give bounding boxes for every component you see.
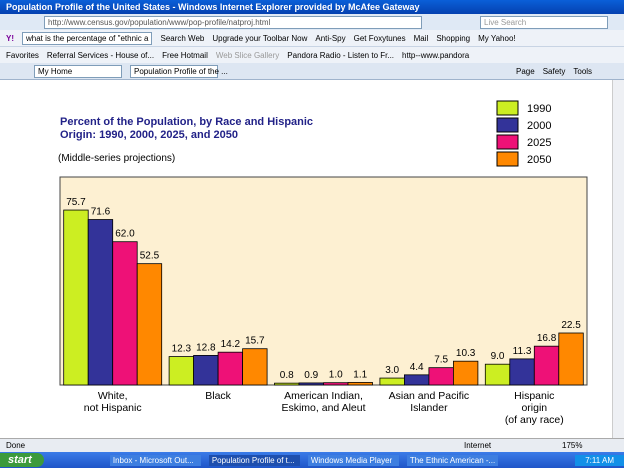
legend-label: 2050 <box>527 154 551 166</box>
value-label: 71.6 <box>91 207 111 218</box>
bar <box>87 219 114 386</box>
task[interactable]: Population Profile of t... <box>208 454 300 466</box>
favorite[interactable]: http--www.pandora <box>402 50 470 60</box>
toolbar-item[interactable]: My Yahoo! <box>478 33 516 43</box>
window-title: Population Profile of the United States … <box>6 2 420 12</box>
x-tick-label: American Indian, Eskimo, and Aleut <box>281 390 365 414</box>
toolbar-item[interactable]: Shopping <box>436 33 471 43</box>
toolbar-item[interactable]: Get Foxytunes <box>353 33 406 43</box>
chart-subtitle: (Middle-series projections) <box>58 153 175 164</box>
value-label: 16.8 <box>537 333 557 344</box>
toolbar: Y! what is the percentage of "ethnic a S… <box>0 30 624 47</box>
taskbar: start Inbox - Microsoft Out... Populatio… <box>0 452 624 468</box>
zone: Internet <box>464 441 492 450</box>
status-text: Done <box>6 441 26 450</box>
value-label: 22.5 <box>561 320 581 331</box>
bar <box>63 209 89 386</box>
bar <box>136 263 163 386</box>
value-label: 12.3 <box>172 344 192 355</box>
bar <box>298 382 324 386</box>
chart: Percent of the Population, by Race and H… <box>58 100 588 426</box>
bar <box>403 374 430 386</box>
command[interactable]: Tools <box>573 66 593 76</box>
value-label: 14.2 <box>221 339 241 350</box>
value-label: 62.0 <box>115 229 135 240</box>
tab-bar: My Home Population Profile of the ... Pa… <box>0 63 624 80</box>
favorite[interactable]: Referral Services - House of... <box>46 50 155 60</box>
favorite[interactable]: Web Slice Gallery <box>215 50 280 60</box>
legend-label: 2000 <box>527 120 551 132</box>
value-label: 1.1 <box>353 369 367 380</box>
value-label: 9.0 <box>491 351 505 362</box>
chart-title: Percent of the Population, by Race and H… <box>60 116 313 141</box>
bar <box>323 382 349 386</box>
command[interactable]: Page <box>516 66 535 76</box>
value-label: 12.8 <box>196 342 216 353</box>
scrollbar[interactable] <box>612 80 624 438</box>
bar <box>452 360 479 386</box>
value-label: 75.7 <box>66 197 86 208</box>
value-label: 10.3 <box>456 348 476 359</box>
bar <box>168 356 195 386</box>
toolbar-search[interactable]: what is the percentage of "ethnic a <box>22 31 153 45</box>
legend-swatch <box>496 100 519 116</box>
legend-swatch <box>496 151 519 167</box>
value-label: 7.5 <box>434 355 448 366</box>
bar <box>347 382 373 386</box>
tab[interactable]: Population Profile of the ... <box>130 64 228 78</box>
tab[interactable]: My Home <box>34 64 122 78</box>
toolbar-item[interactable]: Mail <box>413 33 429 43</box>
favorite[interactable]: Free Hotmail <box>162 50 208 60</box>
bar <box>193 355 219 386</box>
legend-swatch <box>496 117 519 133</box>
bar <box>112 241 138 386</box>
bar <box>379 377 405 386</box>
logo[interactable]: Y! <box>6 33 14 43</box>
favorite[interactable]: Pandora Radio - Listen to Fr... <box>287 50 395 60</box>
legend-label: 1990 <box>527 103 551 115</box>
zoom[interactable]: 175% <box>562 441 583 450</box>
title-bar: Population Profile of the United States … <box>0 0 624 14</box>
toolbar-item[interactable]: Search Web <box>160 33 205 43</box>
bar <box>242 348 268 386</box>
favorites[interactable]: Favorites <box>6 50 39 60</box>
favorites-bar: Favorites Referral Services - House of..… <box>0 47 624 63</box>
x-tick-label: Asian and Pacific Islander <box>389 390 470 414</box>
bar <box>217 351 244 386</box>
toolbar-item[interactable]: Upgrade your Toolbar Now <box>212 33 308 43</box>
search-box[interactable]: Live Search <box>480 15 608 29</box>
task[interactable]: Windows Media Player <box>307 454 399 466</box>
value-label: 11.3 <box>513 346 532 357</box>
value-label: 3.0 <box>385 365 399 376</box>
task[interactable]: Inbox - Microsoft Out... <box>109 454 201 466</box>
bar <box>484 363 511 386</box>
status-bar: Done Internet 175% <box>0 438 624 452</box>
clock: 7:11 AM <box>575 454 624 466</box>
url[interactable]: http://www.census.gov/population/www/pop… <box>44 15 422 29</box>
x-tick-label: Hispanic origin (of any race) <box>505 390 564 426</box>
bar <box>428 367 454 386</box>
toolbar-item[interactable]: Anti-Spy <box>315 33 346 43</box>
value-label: 0.8 <box>280 370 294 381</box>
task[interactable]: The Ethnic American -... <box>406 454 498 466</box>
x-tick-label: White, not Hispanic <box>84 390 142 414</box>
command[interactable]: Safety <box>542 66 566 76</box>
value-label: 0.9 <box>304 370 318 381</box>
bar <box>274 382 300 386</box>
legend-swatch <box>496 134 519 150</box>
bar <box>509 358 535 386</box>
value-label: 15.7 <box>245 336 265 347</box>
legend-label: 2025 <box>527 137 551 149</box>
value-label: 52.5 <box>140 251 160 262</box>
value-label: 4.4 <box>410 362 424 373</box>
address-bar: http://www.census.gov/population/www/pop… <box>0 14 624 30</box>
x-tick-label: Black <box>205 390 231 402</box>
start-button[interactable]: start <box>0 453 44 467</box>
bar <box>558 332 584 386</box>
bar <box>533 345 560 386</box>
value-label: 1.0 <box>329 370 343 381</box>
